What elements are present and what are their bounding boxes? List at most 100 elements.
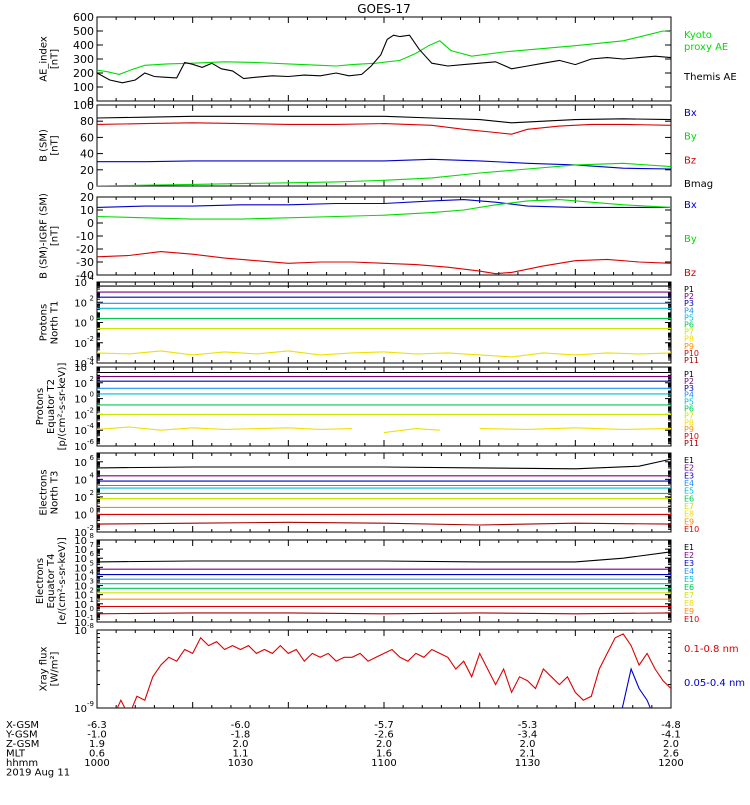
y-axis-label: B (SM): [39, 129, 50, 162]
y-tick-label: 10: [74, 600, 87, 611]
legend-entry: E4: [684, 567, 694, 576]
y-axis-label: Equator T4: [46, 554, 57, 609]
y-tick-exponent: -9: [87, 700, 94, 708]
orbit-value: 2.0: [376, 739, 392, 750]
y-tick-exponent: 1: [90, 596, 94, 604]
legend-entry: E2: [684, 551, 694, 560]
y-tick-label: -30: [76, 256, 94, 269]
y-tick-exponent: 6: [90, 550, 95, 558]
legend-entry: Bx: [684, 108, 697, 119]
orbit-table: X-GSM -6.3 -6.0 -5.7 -5.3 -4.8 Y-GSM -1.0 -1.8 -2…: [5, 720, 684, 779]
y-tick-label: 10: [74, 572, 87, 583]
legend-entry: Themis AE: [683, 72, 737, 83]
y-axis-label: [W/m²]: [50, 651, 61, 686]
orbit-value: 1200: [658, 758, 683, 769]
y-tick-exponent: 4: [90, 471, 95, 479]
y-tick-label: -10: [76, 230, 94, 243]
y-tick-label: 80: [80, 115, 94, 128]
y-axis-label: Electrons: [35, 558, 46, 604]
series-line-P8: [97, 350, 671, 358]
series-line-E1: [97, 551, 671, 563]
orbit-value: -5.7: [374, 720, 394, 731]
legend-entry: E6: [684, 494, 694, 503]
y-tick-label: 100: [73, 99, 94, 112]
legend-entry: Bz: [684, 268, 696, 279]
orbit-value: 2.0: [520, 739, 536, 750]
legend-entry: P1: [684, 370, 694, 379]
orbit-row-label: X-GSM: [6, 720, 39, 731]
legend-entry: P5: [684, 398, 694, 407]
y-tick-exponent: 0: [90, 506, 94, 514]
y-tick-exponent: -8: [87, 622, 94, 630]
legend-entry: E4: [684, 479, 694, 488]
legend-entry: P11: [684, 356, 699, 365]
orbit-value: 1.9: [89, 739, 105, 750]
y-axis-label: North T3: [50, 471, 61, 515]
legend-entry: P6: [684, 321, 694, 330]
series-line-E1: [97, 458, 671, 470]
legend-entry: E2: [684, 464, 694, 473]
y-tick-label: 10: [74, 626, 87, 637]
orbit-value: -5.3: [518, 720, 538, 731]
y-tick-exponent: 2: [90, 587, 94, 595]
legend-entry: E9: [684, 607, 694, 616]
legend-entry: E1: [684, 456, 694, 465]
legend-entry: E5: [684, 487, 694, 496]
orbit-value: -2.6: [374, 730, 394, 741]
y-tick-label: 60: [80, 131, 94, 144]
y-axis-label: AE_index: [39, 36, 50, 82]
plot-title: GOES-17: [357, 2, 411, 16]
orbit-value: -4.1: [661, 730, 681, 741]
y-tick-exponent: 8: [90, 532, 94, 540]
y-tick-label: 400: [73, 39, 94, 52]
y-tick-label: 10: [74, 339, 87, 350]
y-tick-exponent: 2: [90, 489, 94, 497]
orbit-row-label: hhmm: [6, 758, 38, 769]
legend-entry: P4: [684, 306, 694, 315]
y-axis-label: [nT]: [50, 49, 61, 69]
legend-entry: 0.1-0.8 nm: [684, 644, 739, 655]
y-tick-label: 10: [74, 410, 87, 421]
orbit-value: -1.0: [87, 730, 107, 741]
orbit-value: 1000: [84, 758, 109, 769]
y-tick-label: 300: [73, 53, 94, 66]
y-tick-exponent: 4: [90, 568, 95, 576]
y-tick-exponent: -6: [87, 438, 95, 446]
y-tick-label: 10: [74, 704, 87, 715]
y-tick-label: -20: [76, 243, 94, 256]
legend-entry: Bmag: [684, 179, 713, 190]
y-tick-label: 10: [74, 536, 87, 547]
legend-entry: P6: [684, 405, 694, 414]
series-line-By: [97, 199, 671, 220]
y-tick-exponent: 0: [90, 391, 94, 399]
legend-entry: P2: [684, 292, 694, 301]
y-tick-exponent: -4: [87, 355, 95, 363]
y-tick-label: 10: [74, 528, 87, 539]
y-tick-label: 100: [73, 81, 94, 94]
y-tick-label: 10: [74, 609, 87, 620]
orbit-value: 1100: [371, 758, 396, 769]
legend-entry: E10: [684, 615, 699, 624]
y-tick-label: 10: [74, 554, 87, 565]
legend-entry: E7: [684, 502, 694, 511]
series-line-Bz: [97, 122, 671, 135]
y-axis-label: [nT]: [50, 135, 61, 155]
y-tick-exponent: 0: [90, 605, 94, 613]
legend-entry: E8: [684, 510, 694, 519]
y-tick-label: 20: [80, 191, 94, 204]
legend-entry: E9: [684, 517, 694, 526]
legend-entry: P2: [684, 377, 694, 386]
y-tick-label: 0: [87, 217, 94, 230]
y-tick-exponent: 4: [90, 274, 95, 282]
y-tick-exponent: 3: [90, 578, 94, 586]
panel-bsm: 0 20 40 60 80 100 B (SM) [nT] Bx By Bz Bmag: [39, 99, 714, 193]
y-tick-label: 10: [74, 298, 87, 309]
legend-entry: P3: [684, 384, 694, 393]
y-tick-label: 10: [74, 582, 87, 593]
y-tick-label: 10: [74, 475, 87, 486]
series-line-E10: [97, 612, 671, 615]
orbit-value: -4.8: [661, 720, 681, 731]
